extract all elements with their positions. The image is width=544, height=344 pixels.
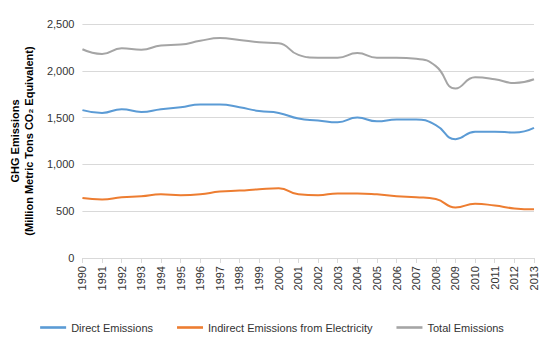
svg-text:1995: 1995: [175, 266, 187, 290]
svg-text:2010: 2010: [469, 266, 481, 290]
svg-text:GHG Emissions: GHG Emissions: [9, 99, 21, 182]
svg-text:1991: 1991: [96, 266, 108, 290]
svg-text:1,000: 1,000: [47, 158, 75, 170]
svg-text:Direct Emissions: Direct Emissions: [71, 322, 153, 334]
svg-text:1993: 1993: [135, 266, 147, 290]
svg-text:2012: 2012: [508, 266, 520, 290]
svg-text:1998: 1998: [233, 266, 245, 290]
svg-text:2001: 2001: [292, 266, 304, 290]
svg-text:2007: 2007: [410, 266, 422, 290]
svg-text:1996: 1996: [194, 266, 206, 290]
svg-text:2005: 2005: [371, 266, 383, 290]
svg-text:2008: 2008: [430, 266, 442, 290]
svg-text:2013: 2013: [528, 266, 540, 290]
svg-text:2002: 2002: [312, 266, 324, 290]
svg-text:2003: 2003: [332, 266, 344, 290]
svg-text:2004: 2004: [351, 266, 363, 290]
svg-text:2000: 2000: [273, 266, 285, 290]
svg-text:1,500: 1,500: [47, 112, 75, 124]
svg-text:2,500: 2,500: [47, 18, 75, 30]
svg-text:1999: 1999: [253, 266, 265, 290]
svg-text:1992: 1992: [116, 266, 128, 290]
svg-text:2009: 2009: [449, 266, 461, 290]
svg-text:(Million Metric Tons CO₂ Equiv: (Million Metric Tons CO₂ Equivalent): [23, 46, 35, 236]
svg-text:2011: 2011: [489, 266, 501, 290]
svg-text:1997: 1997: [214, 266, 226, 290]
svg-text:1990: 1990: [76, 266, 88, 290]
svg-text:0: 0: [68, 252, 74, 264]
svg-text:Total Emissions: Total Emissions: [427, 322, 504, 334]
svg-text:500: 500: [56, 205, 74, 217]
svg-text:Indirect Emissions from Electr: Indirect Emissions from Electricity: [208, 322, 373, 334]
svg-text:2006: 2006: [391, 266, 403, 290]
svg-text:2,000: 2,000: [47, 65, 75, 77]
svg-text:1994: 1994: [155, 266, 167, 290]
